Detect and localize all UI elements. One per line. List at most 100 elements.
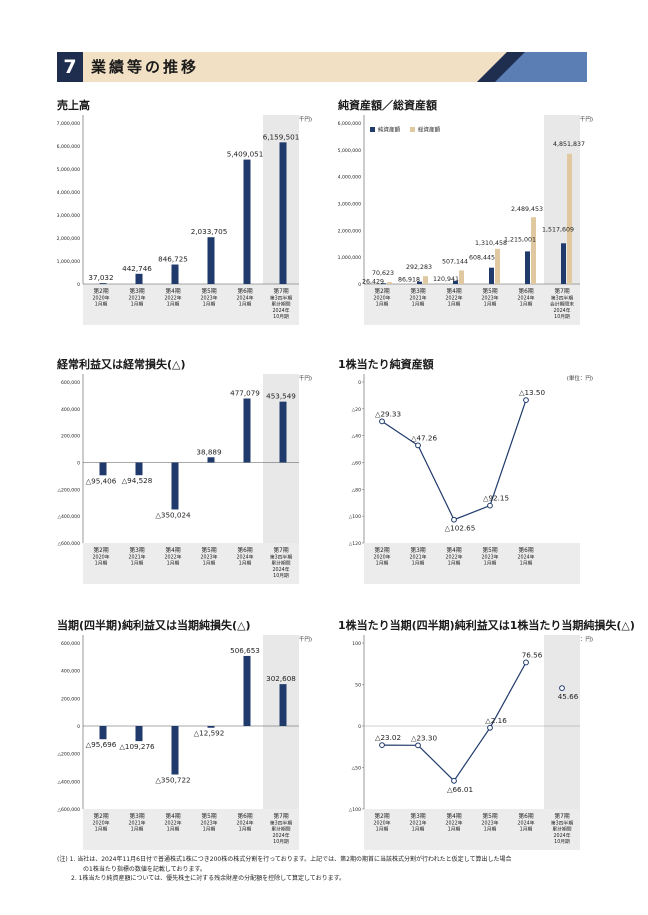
chart-svg: 0△20△40△60△80△100△120第2期2020年1月期第3期2021年…	[349, 374, 580, 584]
y-tick-label: 200,000	[61, 434, 80, 440]
category-label: 2020年	[373, 294, 390, 301]
y-tick-label: 0	[358, 380, 361, 386]
y-tick-label: 1,000,000	[338, 255, 361, 261]
category-label: 累計期間	[271, 826, 290, 833]
category-label: 第3期	[410, 287, 425, 295]
category-label: 2023年	[481, 294, 498, 301]
data-label: 506,653	[230, 646, 260, 655]
category-label: 第4期	[165, 812, 180, 820]
y-tick-label: 7,000,000	[57, 121, 80, 127]
data-label: △47.26	[411, 433, 438, 442]
category-axis-band	[364, 284, 580, 325]
legend-swatch	[410, 127, 415, 132]
category-label: 1月期	[239, 302, 252, 308]
y-tick-label: △400,000	[57, 779, 80, 785]
category-label: 2020年	[92, 553, 109, 560]
category-label: 第3期	[129, 287, 144, 295]
category-label: 1月期	[484, 302, 497, 308]
category-label: 第5期	[201, 812, 216, 820]
category-label: 2021年	[409, 553, 426, 560]
data-point	[559, 685, 565, 692]
data-label: 45.66	[558, 692, 579, 701]
data-label-net: 26,429	[362, 278, 384, 285]
data-label-net: 1,215,001	[504, 236, 536, 243]
category-label: 第5期	[201, 546, 216, 554]
category-label: 2022年	[164, 553, 181, 560]
category-label: 第4期	[446, 287, 461, 295]
y-tick-label: 100	[352, 641, 361, 647]
chart-bps: 1株当たり純資産額 (単位：円) 0 △20 △40 △60 △80 △100 △120 第2…	[338, 356, 593, 586]
data-point	[415, 742, 421, 749]
footnote-line: (注) 1. 当社は、2024年11月6日付で普通株式1株につき200株の株式分…	[57, 856, 512, 863]
chart-svg: 7,000,000 6,000,000 5,000,000 4,000,000 3,00…	[57, 115, 299, 325]
footnotes: (注) 1. 当社は、2024年11月6日付で普通株式1株につき200株の株式分…	[57, 855, 597, 884]
data-label-total: 2,489,453	[511, 206, 543, 213]
chart-svg: 600,000 400,000 200,000 0 △200,000 △400,000 △6…	[57, 374, 299, 584]
bar-net-assets	[453, 280, 458, 284]
category-label: 第5期	[482, 812, 497, 820]
bar	[135, 462, 143, 476]
chart-eps: 1株当たり当期(四半期)純利益又は1株当たり当期純損失(△) (単位：円) 10…	[338, 617, 635, 852]
data-label-total: 507,144	[442, 258, 468, 265]
data-label: △95,696	[86, 740, 117, 749]
bar	[207, 726, 215, 728]
bar	[243, 655, 251, 726]
category-label: 第2期	[374, 812, 389, 820]
y-tick-label: △40	[352, 434, 361, 440]
category-label: 1月期	[167, 561, 180, 567]
y-tick-label: △80	[352, 487, 361, 493]
bar	[207, 457, 215, 463]
data-point	[523, 659, 529, 666]
data-point	[415, 442, 421, 449]
data-label-total: 1,310,458	[475, 240, 507, 247]
data-label: 38,889	[196, 447, 222, 456]
category-label: 2022年	[164, 294, 181, 301]
data-label: △102.65	[445, 524, 476, 533]
category-axis-band	[83, 809, 299, 850]
y-tick-label: △600,000	[57, 541, 80, 547]
data-label-total: 4,851,837	[553, 141, 585, 148]
category-label: 1月期	[239, 561, 252, 567]
category-label: 1月期	[412, 561, 425, 567]
y-tick-label: 5,000,000	[57, 167, 80, 173]
category-label: 第2期	[374, 546, 389, 554]
category-label: 2021年	[128, 819, 145, 826]
bar-total-assets	[567, 153, 572, 284]
y-tick-label: △120	[349, 541, 361, 547]
data-point	[451, 777, 457, 784]
data-label: △29.33	[375, 409, 401, 418]
category-axis-band	[364, 543, 580, 584]
data-label: △92.15	[483, 494, 509, 503]
bar	[99, 462, 107, 476]
y-tick-label: 6,000,000	[338, 121, 361, 127]
y-tick-label: 400,000	[61, 669, 80, 675]
chart-svg: 100500△50△100第2期2020年1月期第3期2021年1月期第4期20…	[349, 635, 580, 850]
y-tick-label: 0	[77, 724, 80, 730]
bar	[99, 283, 107, 284]
data-label-total: 292,283	[406, 264, 432, 271]
category-label: 第3期	[410, 812, 425, 820]
category-label: 第6期	[237, 287, 252, 295]
category-label: 2024年	[236, 553, 253, 560]
y-tick-label: 0	[77, 282, 80, 288]
category-label: 10月期	[554, 314, 570, 320]
category-label: 2024年	[517, 294, 534, 301]
category-label: 2020年	[373, 819, 390, 826]
header-decoration	[477, 52, 587, 82]
y-tick-label: 600,000	[61, 641, 80, 647]
category-label: 第3四半期	[270, 553, 292, 560]
category-axis-band	[83, 284, 299, 325]
category-axis-band	[364, 809, 580, 850]
category-label: 2024年	[553, 307, 570, 314]
y-tick-label: 0	[358, 282, 361, 288]
legend-swatch	[370, 127, 375, 132]
category-label: 第3四半期	[551, 294, 573, 301]
chart-svg: 6,000,000 5,000,000 4,000,000 3,000,000 2,00…	[338, 115, 585, 325]
data-label-net: 120,941	[433, 276, 459, 283]
legend-label: 純資産額	[378, 126, 401, 134]
y-tick-label: 3,000,000	[338, 202, 361, 208]
category-label: 10月期	[273, 573, 289, 579]
category-label: 1月期	[95, 561, 108, 567]
section-title: 業績等の推移	[91, 58, 200, 76]
category-label: 第5期	[482, 546, 497, 554]
